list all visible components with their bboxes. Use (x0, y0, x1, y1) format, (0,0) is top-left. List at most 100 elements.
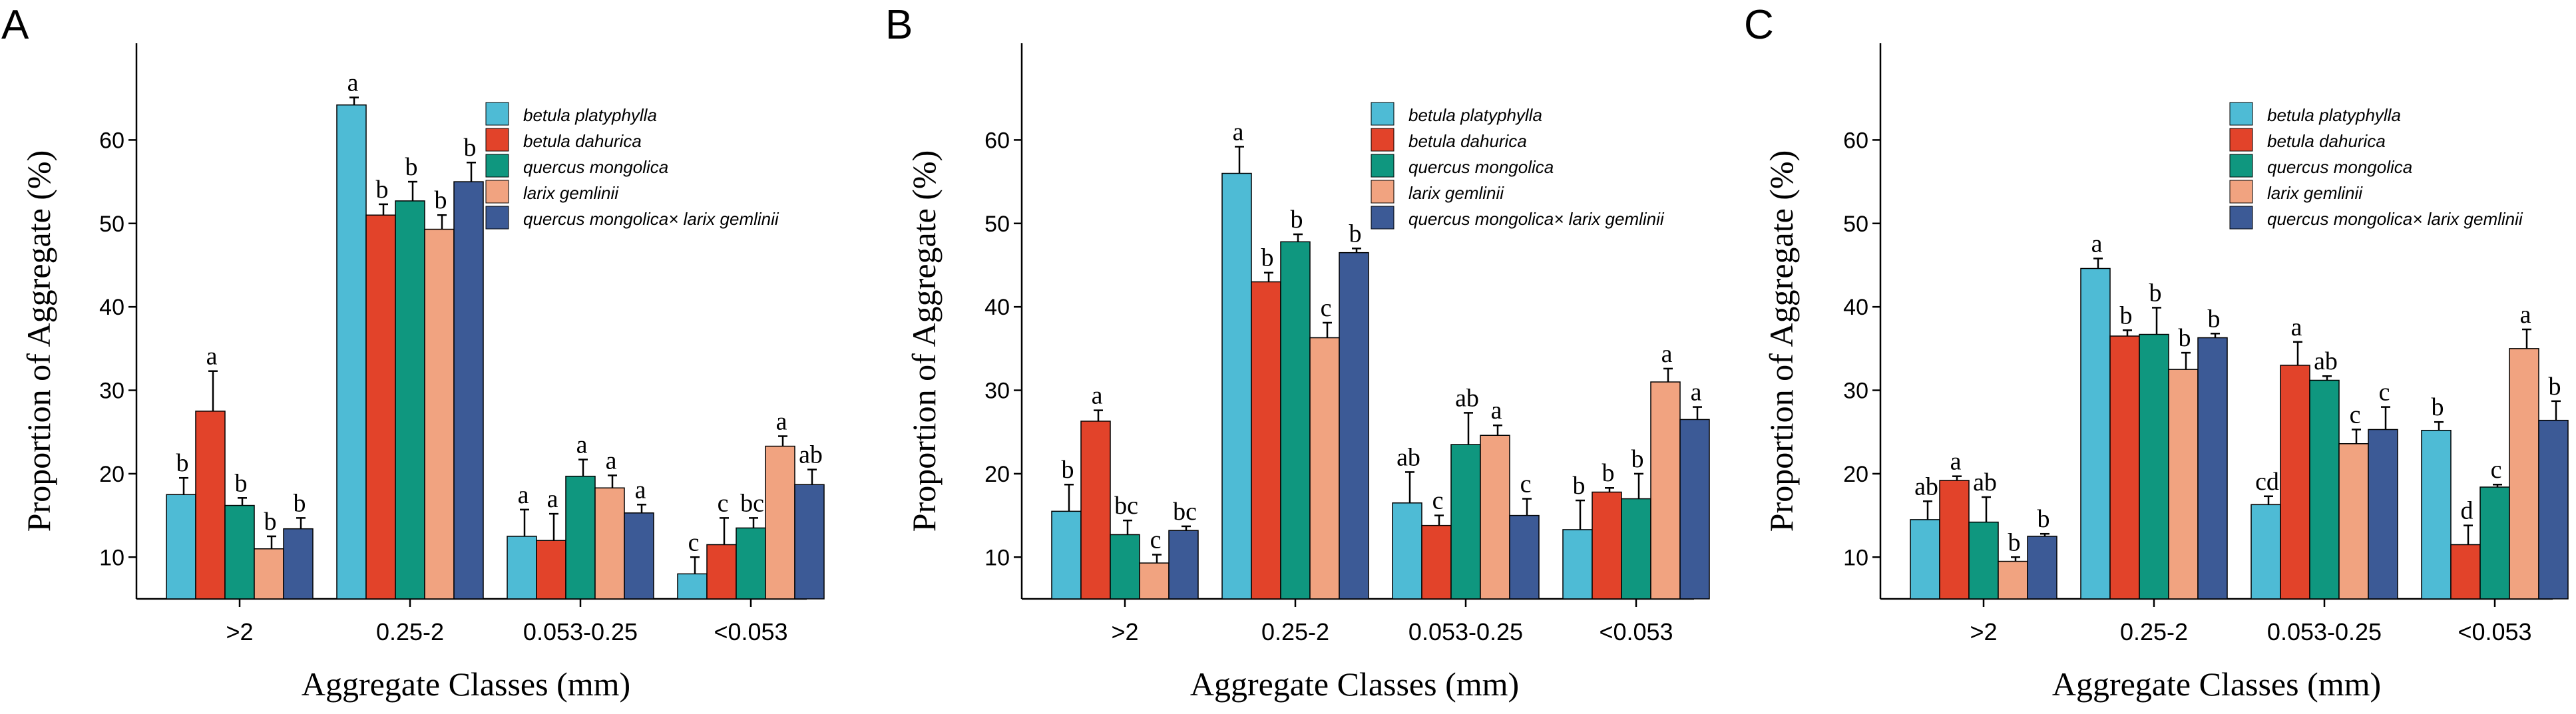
legend-entry: larix gemlinii (1408, 183, 1504, 203)
significance-label: ab (1396, 443, 1420, 471)
significance-label: bc (1173, 498, 1197, 526)
bar-a-3-0 (254, 548, 284, 600)
bar-a-4-2 (624, 512, 654, 600)
bar-c-3-3 (2509, 348, 2539, 600)
bar-c-2-1 (2139, 333, 2169, 600)
bar-b-2-1 (1280, 241, 1311, 600)
bar-c-4-3 (2538, 419, 2569, 600)
bar-a-2-1 (395, 200, 425, 600)
significance-label: a (206, 343, 218, 371)
significance-label: a (1092, 382, 1103, 410)
significance-label: bc (740, 489, 764, 517)
significance-label: c (2350, 401, 2361, 429)
bar-b-0-0 (1051, 510, 1082, 600)
chart-panel-a: A 10 20 30 40 50 60 Proportion of Aggregate (%)… (1, 2, 825, 703)
bar-b-0-2 (1392, 502, 1422, 600)
chart-panel-b: B 10 20 30 40 50 60 Proportion of Aggregate (%)… (885, 2, 1710, 703)
y-axis-label: Proportion of Aggregate (%) (905, 150, 943, 532)
significance-label: a (606, 446, 617, 474)
bar-b-4-0 (1168, 530, 1199, 600)
bar-a-3-1 (424, 228, 455, 600)
bar-c-4-0 (2027, 536, 2057, 600)
significance-label: a (2291, 313, 2302, 341)
legend-entry: quercus mongolica (1408, 157, 1554, 177)
bar-a-2-3 (736, 527, 766, 600)
panel-letter: A (1, 2, 29, 48)
significance-label: a (576, 431, 588, 459)
significance-label: ab (2314, 347, 2338, 375)
significance-label: b (1602, 459, 1615, 487)
bar-a-1-2 (536, 540, 566, 600)
y-tick-label: 10 (1843, 545, 1868, 570)
significance-label: a (2091, 230, 2103, 258)
legend-entry: betula platyphylla (1408, 105, 1542, 125)
y-tick-label: 60 (99, 128, 124, 153)
bar-b-4-1 (1339, 252, 1369, 600)
significance-label: ab (1455, 384, 1479, 412)
legend-entry: betula platyphylla (523, 105, 657, 125)
significance-label: ab (799, 441, 823, 469)
bar-c-1-2 (2280, 365, 2310, 600)
bar-a-1-0 (195, 411, 226, 600)
bar-c-3-1 (2168, 369, 2199, 600)
significance-label: b (1261, 244, 1274, 272)
significance-label: c (1321, 294, 1332, 322)
significance-label: b (264, 508, 277, 536)
legend-swatch (1371, 154, 1395, 178)
y-tick-label: 20 (99, 462, 124, 487)
significance-label: c (2491, 456, 2502, 484)
bar-b-3-1 (1309, 337, 1340, 600)
bar-a-4-3 (794, 484, 825, 600)
significance-label: b (1573, 472, 1586, 500)
significance-label: cd (2255, 468, 2279, 496)
x-tick-label: 0.25-2 (376, 618, 444, 645)
legend-entry: quercus mongolica× larix gemlinii (2267, 209, 2523, 229)
legend-entry: quercus mongolica× larix gemlinii (523, 209, 779, 229)
bar-c-2-0 (1968, 521, 1999, 600)
x-tick-label: 0.25-2 (1261, 618, 1329, 645)
significance-label: ab (1973, 468, 1997, 496)
significance-label: b (1349, 220, 1362, 248)
bar-a-0-1 (336, 104, 367, 600)
bar-a-0-0 (166, 494, 196, 600)
significance-label: a (2520, 301, 2531, 329)
y-tick-label: 20 (1843, 462, 1868, 487)
bar-a-0-3 (677, 573, 708, 600)
bar-b-3-2 (1480, 435, 1510, 600)
legend-swatch (485, 128, 509, 152)
x-tick-label: <0.053 (2458, 618, 2531, 645)
legend-swatch (2229, 206, 2253, 230)
significance-label: b (405, 153, 418, 181)
bar-c-3-2 (2338, 443, 2369, 600)
legend-swatch (2229, 102, 2253, 126)
y-tick-label: 30 (984, 379, 1010, 404)
legend-swatch (2229, 154, 2253, 178)
x-tick-label: 0.053-0.25 (2267, 618, 2382, 645)
significance-label: a (547, 485, 558, 513)
significance-label: bc (1114, 492, 1138, 520)
significance-label: c (688, 528, 700, 556)
legend-entry: betula dahurica (523, 131, 642, 151)
y-tick-label: 40 (99, 295, 124, 320)
bar-a-4-0 (283, 528, 314, 600)
y-tick-label: 40 (984, 295, 1010, 320)
legend-entry: quercus mongolica (523, 157, 668, 177)
significance-label: b (2179, 324, 2191, 352)
significance-label: b (1291, 206, 1303, 234)
bar-a-1-3 (706, 544, 737, 600)
significance-label: b (2149, 279, 2162, 307)
legend-swatch (485, 180, 509, 204)
legend-entry: larix gemlinii (2267, 183, 2363, 203)
significance-label: b (235, 469, 248, 497)
legend-swatch (485, 154, 509, 178)
bar-c-1-3 (2450, 544, 2481, 600)
legend-swatch (2229, 180, 2253, 204)
bar-b-0-1 (1221, 172, 1252, 600)
significance-label: a (1691, 379, 1702, 407)
significance-label: b (464, 134, 477, 162)
x-tick-label: >2 (1970, 618, 1997, 645)
legend-entry: betula platyphylla (2267, 105, 2401, 125)
y-tick-label: 60 (1843, 128, 1868, 153)
x-axis-label: Aggregate Classes (mm) (2052, 665, 2381, 703)
